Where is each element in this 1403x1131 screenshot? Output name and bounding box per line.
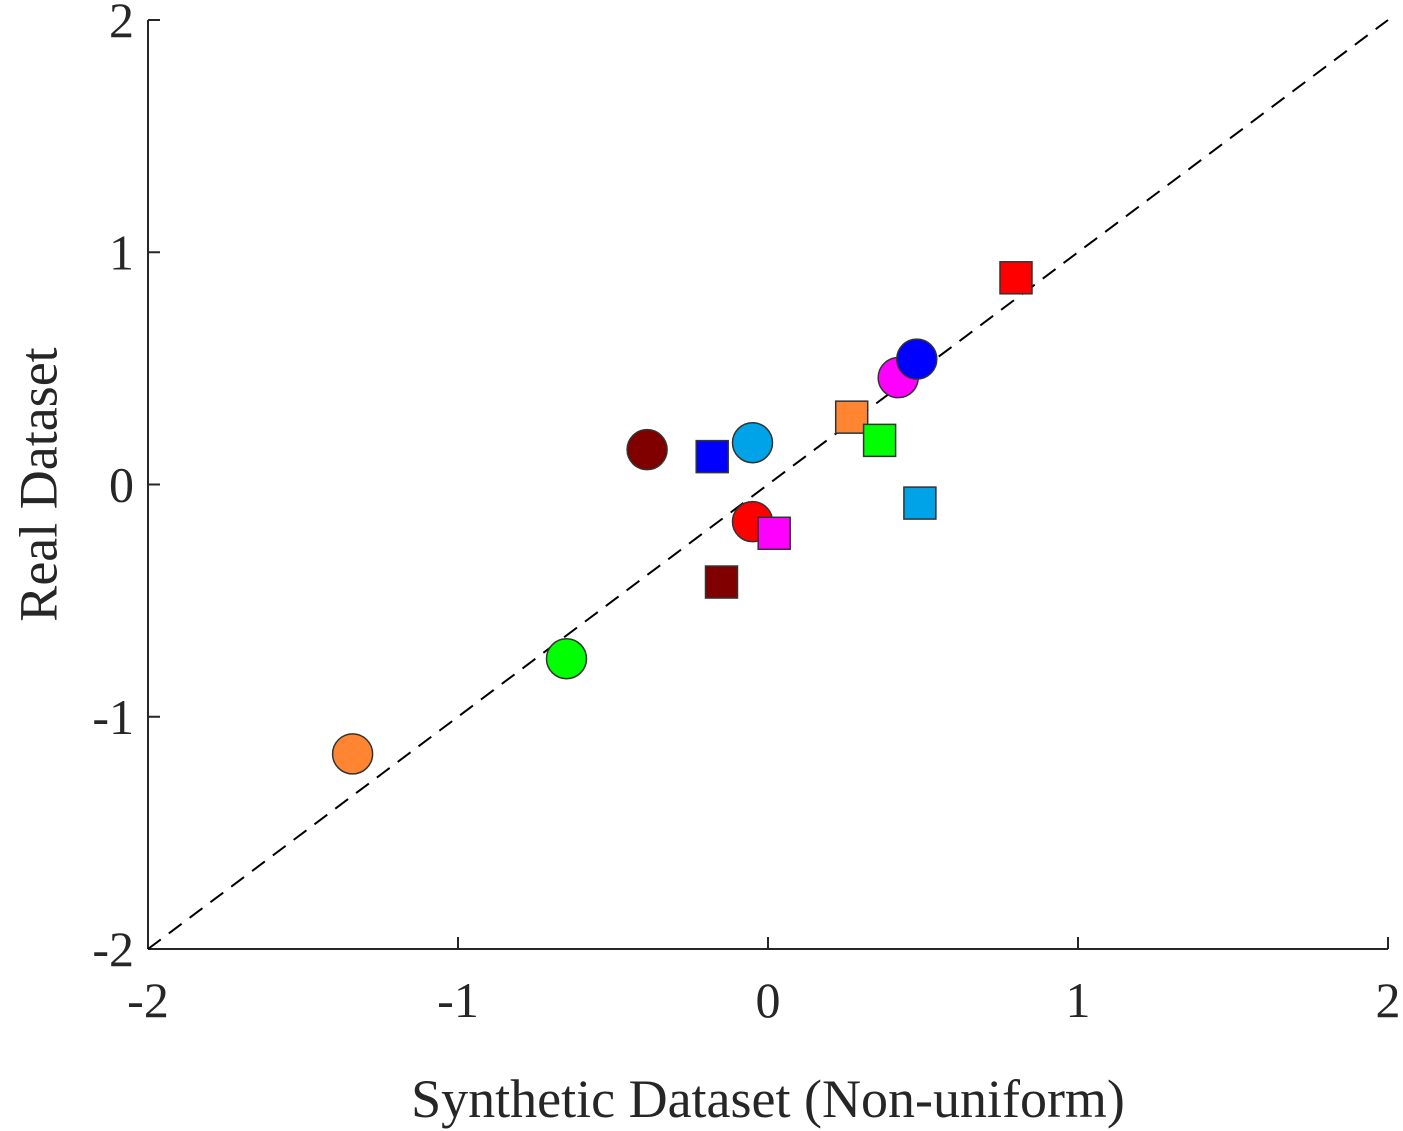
reference-diagonal-line (147, 19, 1389, 950)
x-tick-label: -1 (437, 972, 479, 1028)
y-axis-label: Real Dataset (8, 347, 68, 621)
data-point-circle (545, 637, 588, 680)
axes (147, 19, 1389, 950)
x-axis-label: Synthetic Dataset (Non-uniform) (411, 1069, 1125, 1129)
data-points (331, 261, 1033, 775)
data-point-circle (896, 338, 938, 380)
data-point-square (903, 486, 937, 520)
data-point-circle (731, 421, 774, 464)
y-tick-label: -1 (92, 689, 134, 745)
data-point-circle (331, 733, 374, 775)
data-point-square (757, 516, 791, 551)
data-point-square (862, 423, 897, 458)
x-tick-label: 0 (756, 972, 781, 1028)
x-tick-label: -2 (127, 972, 169, 1028)
y-tick-label: -2 (92, 921, 134, 977)
data-point-square (999, 261, 1033, 295)
data-point-square (834, 400, 869, 434)
data-point-square (704, 565, 739, 599)
y-tick-label: 2 (109, 0, 134, 48)
tick-labels: -2 -1 0 1 2 -2 -1 0 1 2 (92, 0, 1400, 1028)
x-tick-label: 2 (1376, 972, 1401, 1028)
y-tick-label: 1 (109, 224, 134, 280)
y-tick-label: 0 (109, 457, 134, 513)
data-point-square (695, 439, 729, 474)
data-point-circle (626, 428, 668, 471)
x-tick-label: 1 (1066, 972, 1091, 1028)
